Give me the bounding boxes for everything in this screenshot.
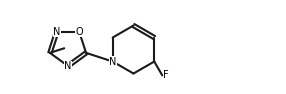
Text: N: N [109, 56, 116, 67]
Text: N: N [53, 27, 61, 37]
Text: N: N [64, 61, 72, 71]
Text: F: F [164, 70, 169, 80]
Text: O: O [75, 27, 83, 37]
